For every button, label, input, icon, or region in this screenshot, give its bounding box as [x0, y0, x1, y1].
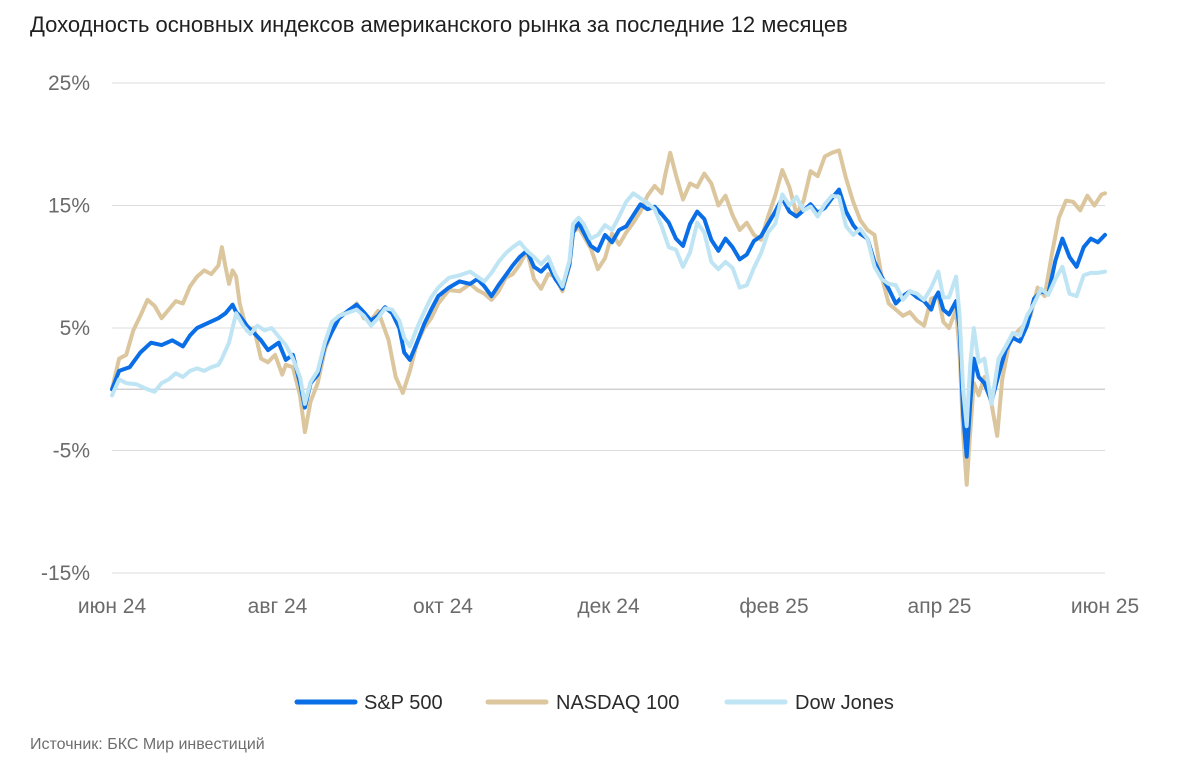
series-line-dow-jones	[110, 191, 1107, 428]
x-tick-label: июн 24	[78, 595, 147, 618]
y-tick-label: 5%	[60, 317, 90, 340]
legend-label: S&P 500	[364, 692, 443, 714]
grid-lines	[112, 82, 1105, 574]
x-tick-label: авг 24	[248, 595, 308, 618]
x-tick-label: дек 24	[577, 595, 640, 618]
legend-label: NASDAQ 100	[556, 692, 679, 714]
x-axis-ticks: июн 24 авг 24 окт 24 дек 24 фев 25 апр 25 июн …	[78, 595, 1139, 618]
x-tick-label: июн 25	[1071, 595, 1139, 618]
y-tick-label: -15%	[41, 562, 90, 585]
source-note: Источник: БКС Мир инвестиций	[30, 736, 265, 753]
x-tick-label: фев 25	[739, 595, 808, 618]
x-tick-label: апр 25	[908, 595, 972, 618]
y-tick-label: -5%	[53, 440, 90, 463]
y-axis-ticks: 25% 15% 5% -5% -15%	[41, 72, 90, 585]
y-tick-label: 25%	[48, 72, 90, 95]
series-lines	[110, 148, 1107, 487]
x-tick-label: окт 24	[413, 595, 473, 618]
legend-label: Dow Jones	[795, 692, 894, 714]
chart-title: Доходность основных индексов американско…	[30, 12, 848, 37]
legend: S&P 500 NASDAQ 100 Dow Jones	[294, 692, 894, 714]
y-tick-label: 15%	[48, 195, 90, 218]
series-line-nasdaq-100	[110, 148, 1107, 487]
